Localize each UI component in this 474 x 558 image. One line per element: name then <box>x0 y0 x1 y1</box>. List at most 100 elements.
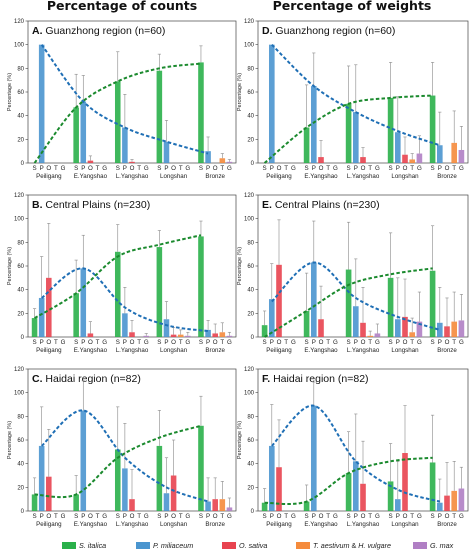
bar <box>458 149 465 163</box>
y-tick-label: 120 <box>244 367 255 373</box>
y-tick-label: 80 <box>17 66 24 72</box>
y-tick-label: 60 <box>17 438 24 444</box>
crop-letter-label: S <box>199 339 203 346</box>
crop-letter-label: P <box>312 513 316 520</box>
bar <box>114 81 121 163</box>
crop-letter-label: P <box>123 339 127 346</box>
crop-letter-label: T <box>220 165 224 172</box>
crop-letter-label: P <box>206 165 210 172</box>
bar <box>303 127 310 163</box>
crop-letter-label: O <box>361 513 366 520</box>
crop-letter-label: S <box>32 339 36 346</box>
panel-letter: A. <box>32 25 45 37</box>
bar <box>46 476 52 511</box>
p-miliaceum-trend-line <box>271 261 441 331</box>
crop-letter-label: O <box>319 165 324 172</box>
y-tick-label: 20 <box>17 137 24 143</box>
chart-panels: 0 20 40 60 80 100 120 Percentage (%) A. Guanzhon… <box>7 19 469 528</box>
crop-letter-label: O <box>403 165 408 172</box>
crop-letter-label: O <box>277 339 282 346</box>
panel-title: D. Guanzhong region (n=60) <box>262 25 395 37</box>
y-tick-label: 60 <box>247 264 254 270</box>
y-tick-label: 0 <box>21 335 25 341</box>
crop-letter-label: O <box>445 339 450 346</box>
bar <box>87 160 94 163</box>
y-tick-label: 0 <box>251 335 255 341</box>
y-tick-label: 100 <box>244 43 255 49</box>
crop-letter-label: T <box>410 339 414 346</box>
bar <box>451 142 458 163</box>
panel-d: 0 20 40 60 80 100 120 Percentage (%) D. Guanzhon… <box>237 19 469 180</box>
y-axis-label: Percentage (%) <box>237 247 243 285</box>
y-axis-label: Percentage (%) <box>237 73 243 111</box>
period-label: Bronze <box>205 173 225 180</box>
crop-letter-label: P <box>81 513 85 520</box>
bar <box>310 262 317 337</box>
panel-letter: E. <box>262 199 275 211</box>
legend-swatch <box>413 542 427 549</box>
panel-c: 0 20 40 60 80 100 120 Percentage (%) C. Haidai r… <box>7 367 237 528</box>
period-label: Peiligang <box>36 347 62 354</box>
y-tick-label: 100 <box>244 217 255 223</box>
crop-letter-label: P <box>396 339 400 346</box>
crop-letter-label: P <box>206 339 210 346</box>
bar <box>276 264 282 337</box>
y-tick-label: 100 <box>244 391 255 397</box>
bar <box>394 319 401 337</box>
bar <box>310 86 317 163</box>
period-label: Longshan <box>391 173 419 180</box>
bar <box>436 145 443 163</box>
panel-e: 0 20 40 60 80 100 120 Percentage (%) E. Central … <box>237 193 469 354</box>
bar <box>129 499 135 511</box>
crop-letter-label: O <box>277 165 282 172</box>
crop-letter-label: O <box>88 339 93 346</box>
bar <box>185 335 191 337</box>
crop-letter-label: O <box>403 513 408 520</box>
bar <box>429 462 436 511</box>
crop-letter-label: S <box>431 513 435 520</box>
period-label: Longshan <box>391 347 419 354</box>
crop-letter-label: P <box>270 165 274 172</box>
crop-letter-label: O <box>361 165 366 172</box>
crop-letter-label: S <box>305 165 309 172</box>
crop-letter-label: T <box>410 165 414 172</box>
crop-letter-label: G <box>333 165 338 172</box>
plot-frame <box>27 20 237 164</box>
panel-region-title: Guanzhong region (n=60) <box>45 25 165 37</box>
crop-letter-label: O <box>171 165 176 172</box>
period-label: Bronze <box>205 347 225 354</box>
y-axis-label: Percentage (%) <box>7 421 13 459</box>
bar <box>429 95 436 163</box>
panel-a: 0 20 40 60 80 100 120 Percentage (%) A. Guanzhon… <box>7 19 237 180</box>
y-axis-label: Percentage (%) <box>237 421 243 459</box>
bar <box>303 501 310 511</box>
bar <box>367 335 374 337</box>
bar <box>122 127 128 163</box>
crop-letter-label: T <box>368 339 372 346</box>
crop-letter-label: O <box>213 513 218 520</box>
period-label: L.Yangshao <box>347 173 380 180</box>
crop-letter-label: G <box>291 513 296 520</box>
crop-letter-label: O <box>130 165 135 172</box>
legend-swatch <box>62 542 76 549</box>
crop-letter-label: S <box>431 339 435 346</box>
y-tick-label: 120 <box>244 19 255 25</box>
crop-letter-label: P <box>123 513 127 520</box>
bar <box>163 319 170 337</box>
period-label: Bronze <box>437 521 457 528</box>
crop-letter-label: S <box>116 339 120 346</box>
crop-letter-label: P <box>270 339 274 346</box>
bar <box>360 483 366 511</box>
period-label: Bronze <box>205 521 225 528</box>
crop-letter-label: P <box>164 339 168 346</box>
bar <box>219 332 226 337</box>
period-label: Bronze <box>437 173 457 180</box>
legend-label: P. miliaceum <box>153 541 193 550</box>
panel-letter: F. <box>262 373 273 385</box>
y-tick-label: 20 <box>247 485 254 491</box>
bar <box>303 310 310 337</box>
crop-letter-label: P <box>164 165 168 172</box>
period-label: Peiligang <box>36 521 62 528</box>
crop-letter-label: T <box>452 513 456 520</box>
s-italica-trend-line <box>264 456 433 506</box>
